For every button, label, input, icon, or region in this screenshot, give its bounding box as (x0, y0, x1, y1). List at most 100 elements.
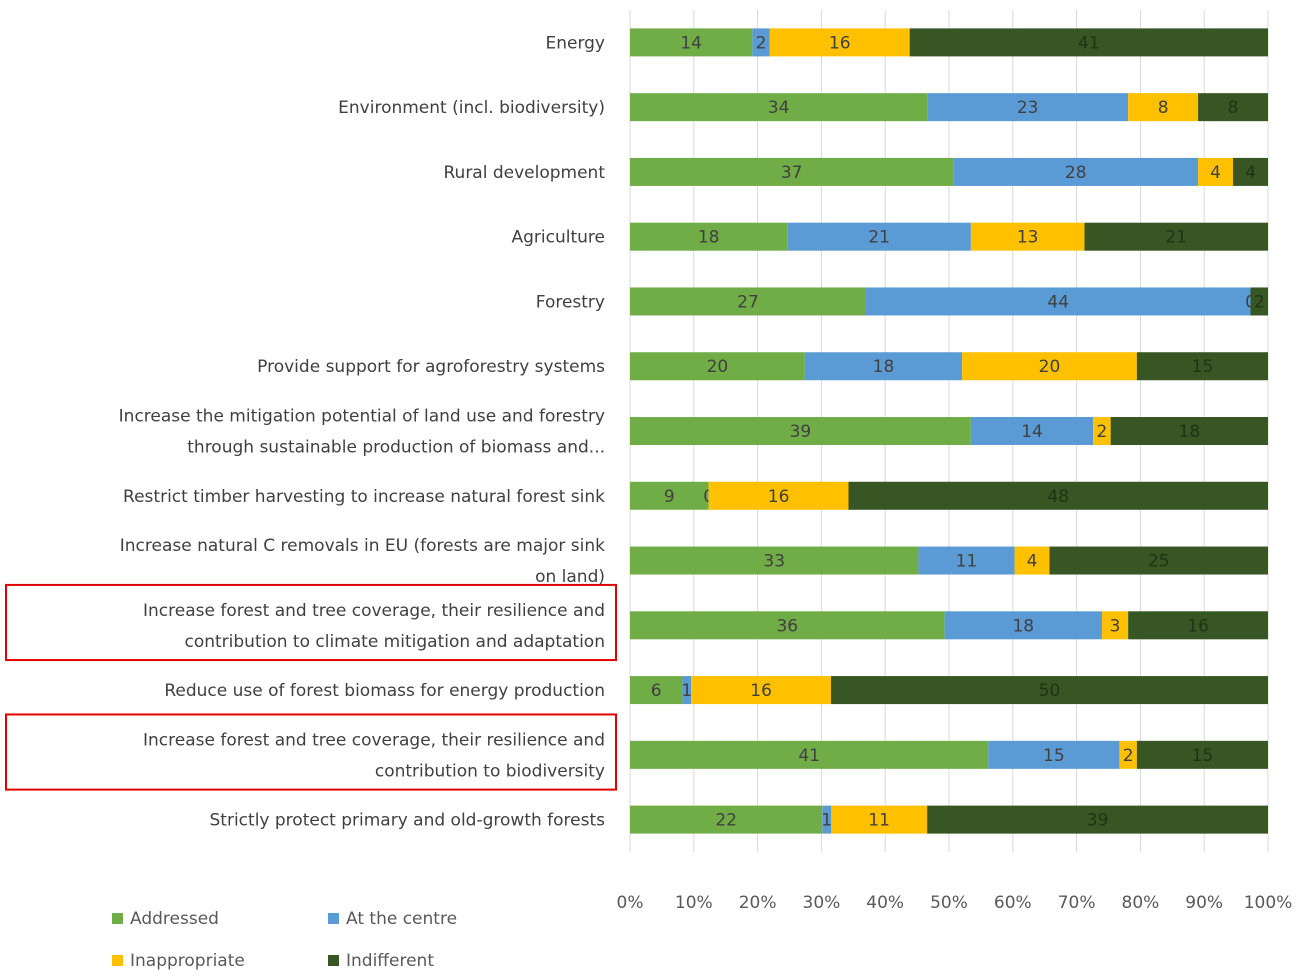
legend-label: Indifferent (346, 951, 434, 971)
data-label: 1 (821, 811, 832, 831)
data-label: 1 (681, 681, 692, 701)
data-label: 22 (715, 811, 737, 831)
data-label: 4 (1245, 163, 1256, 183)
bar-segment (630, 157, 954, 186)
bar-segment (1128, 93, 1199, 122)
category-label: Restrict timber harvesting to increase n… (123, 487, 605, 507)
data-label: 14 (680, 33, 702, 53)
data-label: 21 (1165, 228, 1187, 248)
x-tick-label: 10% (675, 893, 713, 913)
bar-segment (1128, 611, 1268, 640)
bar-segment (927, 805, 1268, 834)
bar-segment (708, 481, 849, 510)
category-label: Increase natural C removals in EU (fores… (120, 536, 605, 556)
bar-segment (804, 352, 963, 381)
category-label: Increase the mitigation potential of lan… (119, 407, 605, 427)
bar-segment (630, 805, 823, 834)
data-label: 23 (1017, 98, 1039, 118)
legend-swatch (112, 955, 123, 966)
category-label: on land) (535, 567, 605, 587)
data-label: 18 (698, 228, 720, 248)
bar-segment (962, 352, 1137, 381)
bar-segment (630, 28, 753, 57)
data-label: 18 (1012, 616, 1034, 636)
bar-segment (682, 676, 692, 705)
data-label: 50 (1039, 681, 1061, 701)
bar-segment (1101, 611, 1129, 640)
highlight-box (5, 713, 617, 791)
bar-segment (909, 28, 1268, 57)
data-label: 6 (651, 681, 662, 701)
legend-swatch (328, 955, 339, 966)
data-label: 16 (1187, 616, 1209, 636)
data-label: 2 (1123, 746, 1134, 766)
bar-segment (1233, 157, 1268, 186)
bar-segment (630, 352, 805, 381)
x-axis-ticks: 0% 10% 20% 30% 40% 50% 60% 70% 80% 90% 100% (617, 893, 1293, 913)
data-label: 21 (868, 228, 890, 248)
bar-segment (787, 222, 971, 251)
category-label: Rural development (444, 163, 606, 183)
data-label: 41 (798, 746, 820, 766)
legend-label: Addressed (130, 909, 219, 929)
data-label: 8 (1158, 98, 1169, 118)
x-tick-label: 0% (617, 893, 644, 913)
bar-segment (1136, 740, 1268, 769)
bar-segment (630, 417, 971, 445)
data-label: 15 (1192, 746, 1214, 766)
data-label: 25 (1148, 552, 1170, 572)
data-label: 37 (781, 163, 803, 183)
data-label: 20 (1039, 357, 1061, 377)
bar-segment (1198, 93, 1268, 122)
bar-segment (944, 611, 1102, 640)
bar-segment (988, 740, 1120, 769)
data-label: 13 (1017, 228, 1039, 248)
bar-segment (831, 676, 1268, 705)
bar-segment (691, 676, 832, 705)
data-label: 39 (790, 422, 812, 442)
data-label: 48 (1047, 487, 1069, 507)
legend-swatch (112, 913, 123, 924)
data-label: 18 (1179, 422, 1201, 442)
data-label: 16 (829, 33, 851, 53)
data-label: 41 (1078, 33, 1100, 53)
data-label: 9 (664, 487, 675, 507)
category-label: Forestry (536, 292, 605, 312)
data-label: 4 (1027, 552, 1038, 572)
data-label: 16 (750, 681, 772, 701)
x-tick-label: 80% (1122, 893, 1160, 913)
data-label: 27 (737, 292, 759, 312)
x-tick-label: 100% (1244, 893, 1293, 913)
x-tick-label: 20% (739, 893, 777, 913)
x-tick-label: 60% (994, 893, 1032, 913)
bar-segment (1084, 222, 1268, 251)
bar-segment (630, 287, 866, 316)
x-tick-label: 90% (1185, 893, 1223, 913)
bar-segment (953, 157, 1199, 186)
data-label: 39 (1087, 811, 1109, 831)
bar-segment (1110, 417, 1268, 445)
category-label: contribution to biodiversity (375, 761, 605, 781)
bar-segment (1198, 157, 1234, 186)
bar-segment (752, 28, 770, 57)
bar-segment (1250, 287, 1268, 316)
bar-segment (1014, 546, 1050, 575)
data-label: 11 (956, 552, 978, 572)
legend-label: Inappropriate (130, 951, 245, 971)
x-tick-label: 30% (803, 893, 841, 913)
bar-segment (630, 93, 928, 122)
data-label: 15 (1043, 746, 1065, 766)
data-label: 20 (707, 357, 729, 377)
category-label: Strictly protect primary and old-growth … (210, 811, 606, 831)
legend-swatch (328, 913, 339, 924)
category-label: Reduce use of forest biomass for energy … (164, 681, 605, 701)
data-label: 18 (873, 357, 895, 377)
bar-segment (970, 417, 1094, 445)
data-label: 4 (1210, 163, 1221, 183)
data-label: 2 (1097, 422, 1108, 442)
category-label: Environment (incl. biodiversity) (338, 98, 605, 118)
data-label: 16 (768, 487, 790, 507)
bar-segment (630, 222, 788, 251)
